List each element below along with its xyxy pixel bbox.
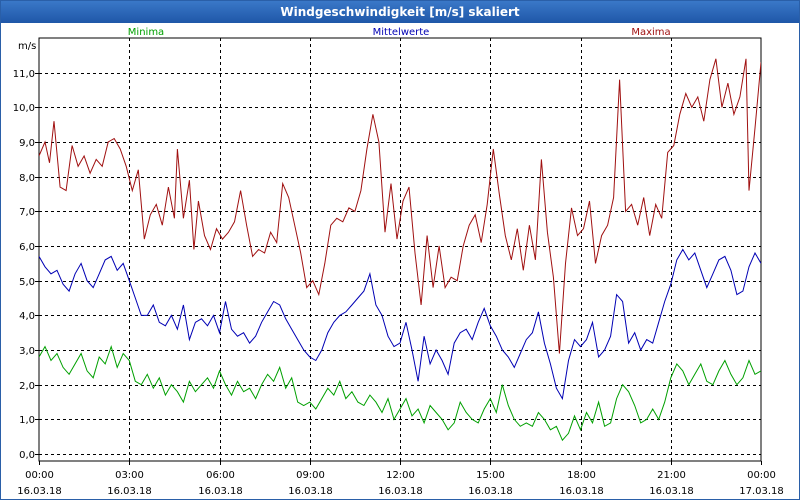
y-tick-label: 7,0 — [19, 207, 35, 218]
x-tick-date: 16.03.18 — [649, 486, 694, 497]
legend-minima: Minima — [128, 27, 164, 38]
x-tick-time: 21:00 — [657, 470, 686, 481]
x-axis: 00:00 16.03.18 03:00 16.03.18 06:00 16.03.18 0… — [17, 461, 784, 497]
x-tick-date: 16.03.18 — [17, 486, 62, 497]
x-tick-time: 06:00 — [206, 470, 235, 481]
grid — [38, 37, 762, 462]
y-tick-label: 9,0 — [19, 138, 35, 149]
x-tick-date: 16.03.18 — [288, 486, 333, 497]
x-tick-time: 00:00 — [747, 470, 776, 481]
y-tick-label: 8,0 — [19, 173, 35, 184]
y-tick-label: 6,0 — [19, 242, 35, 253]
legend: Minima Mittelwerte Maxima — [128, 27, 671, 38]
window-title: Windgeschwindigkeit [m/s] skaliert — [1, 1, 799, 23]
legend-mittelwerte: Mittelwerte — [373, 27, 430, 38]
x-tick-date: 17.03.18 — [739, 486, 784, 497]
y-tick-label: 11,0 — [13, 69, 35, 80]
y-tick-label: 0,0 — [19, 450, 35, 461]
x-tick-date: 16.03.18 — [378, 486, 423, 497]
y-tick-label: 1,0 — [19, 415, 35, 426]
x-tick-time: 00:00 — [25, 470, 54, 481]
series-line-mittelwerte — [39, 248, 761, 401]
x-tick-date: 16.03.18 — [107, 486, 152, 497]
y-tick-label: 4,0 — [19, 311, 35, 322]
y-axis-label: m/s — [18, 41, 36, 52]
series-line-minima — [39, 344, 761, 442]
x-tick-time: 12:00 — [386, 470, 415, 481]
y-tick-label: 3,0 — [19, 346, 35, 357]
y-tick-label: 2,0 — [19, 381, 35, 392]
x-tick-time: 18:00 — [567, 470, 596, 481]
x-tick-date: 16.03.18 — [198, 486, 243, 497]
x-tick-time: 09:00 — [296, 470, 325, 481]
legend-maxima: Maxima — [631, 27, 670, 38]
x-tick-date: 16.03.18 — [559, 486, 604, 497]
y-tick-label: 5,0 — [19, 277, 35, 288]
x-tick-time: 15:00 — [476, 470, 505, 481]
x-tick-time: 03:00 — [115, 470, 144, 481]
y-axis: 0,0 1,0 2,0 3,0 4,0 5,0 6,0 7,0 8,0 9,0 10,0 11,0 — [13, 69, 39, 461]
y-tick-label: 10,0 — [13, 103, 35, 114]
x-tick-date: 16.03.18 — [468, 486, 513, 497]
series-line-maxima — [39, 58, 761, 354]
series-lines — [39, 58, 761, 442]
